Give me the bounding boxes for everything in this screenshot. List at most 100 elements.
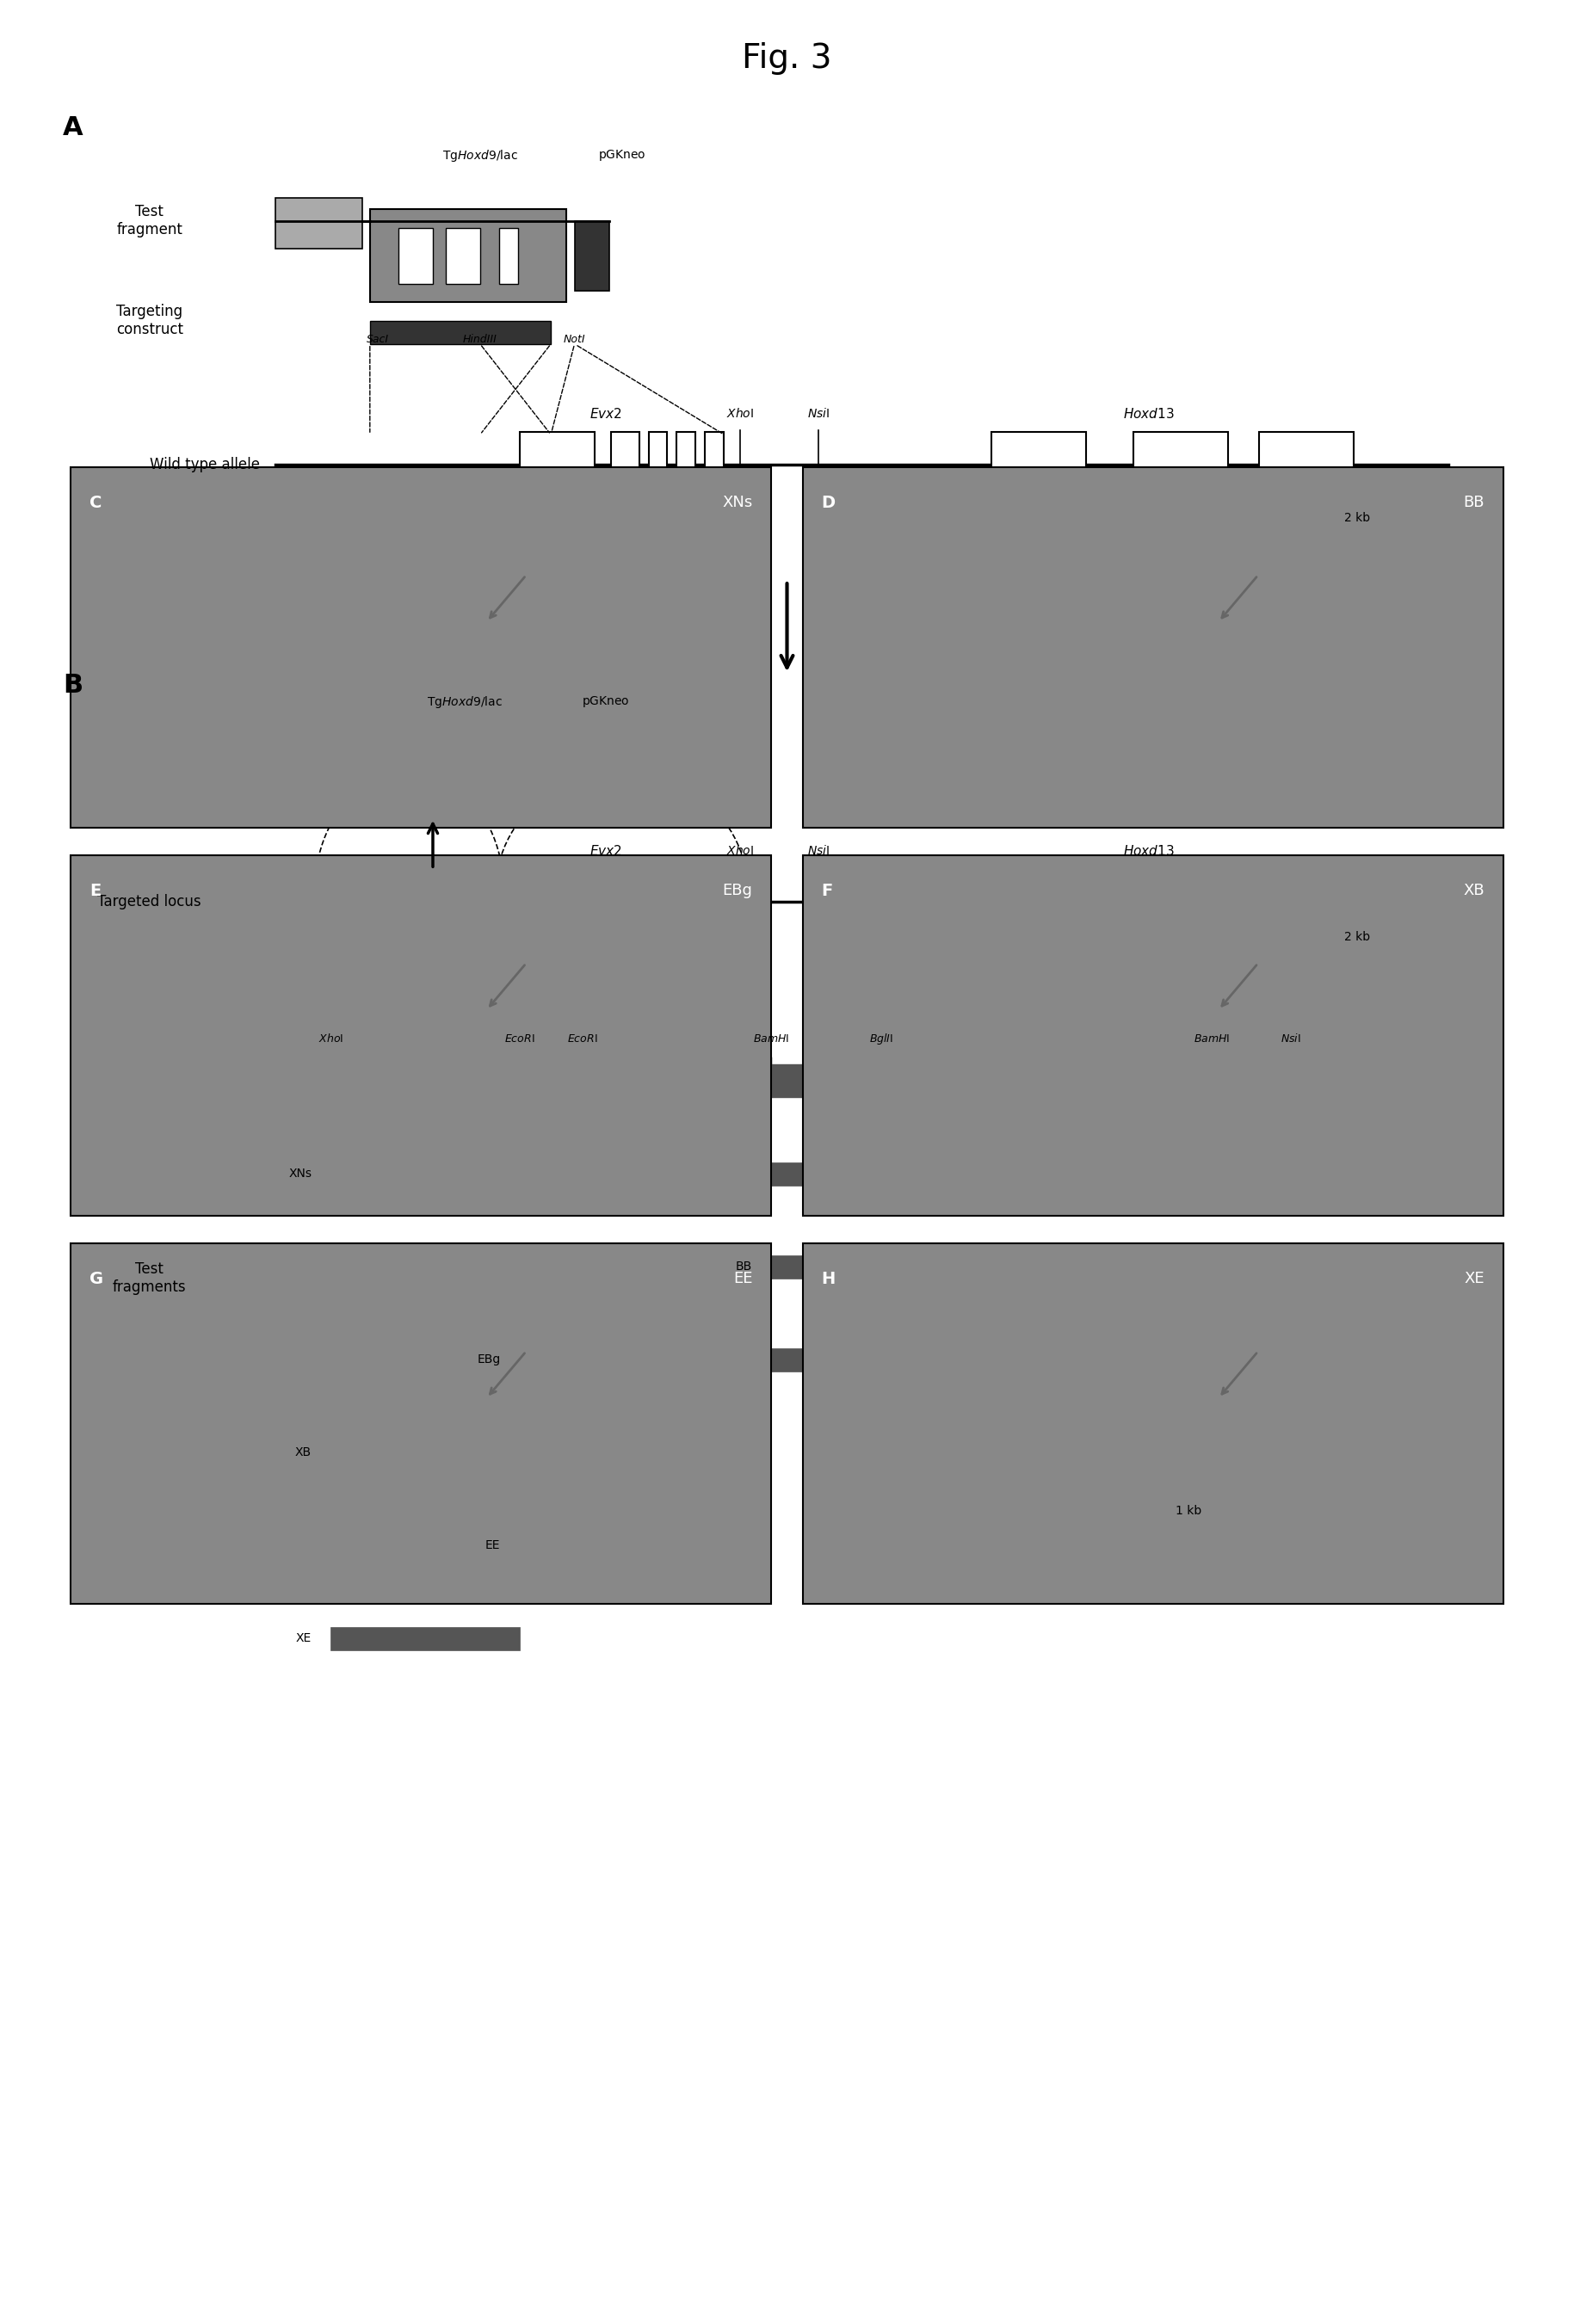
Bar <box>519 1534 582 1557</box>
Bar <box>1322 964 1393 983</box>
Text: $\it{Nsi}$I: $\it{Nsi}$I <box>807 407 829 421</box>
FancyBboxPatch shape <box>826 1278 1480 1569</box>
Bar <box>499 228 518 284</box>
Text: $\it{Evx2}$: $\it{Evx2}$ <box>590 407 622 421</box>
Text: HindIII: HindIII <box>463 335 497 344</box>
Text: D: D <box>822 495 836 511</box>
Text: XB: XB <box>1464 883 1484 899</box>
Bar <box>1133 869 1228 934</box>
Text: $\it{Evx2}$: $\it{Evx2}$ <box>590 844 622 858</box>
Bar <box>71 1243 771 1604</box>
Bar <box>519 1348 881 1371</box>
Bar <box>648 869 667 934</box>
Text: $\it{Hoxd13}$: $\it{Hoxd13}$ <box>1124 407 1174 421</box>
Bar <box>705 432 724 497</box>
Text: NotI: NotI <box>563 335 586 344</box>
Bar <box>370 725 567 818</box>
Text: $\it{BamH}$I: $\it{BamH}$I <box>752 1034 790 1043</box>
Bar <box>445 228 480 284</box>
Text: EE: EE <box>733 1271 752 1287</box>
Bar <box>1133 432 1228 497</box>
Text: $\it{Nsi}$I: $\it{Nsi}$I <box>1281 1032 1300 1046</box>
Bar <box>771 1255 1291 1278</box>
Text: E: E <box>90 883 101 899</box>
Text: Targeting
construct: Targeting construct <box>116 304 183 337</box>
Text: XB: XB <box>296 1446 312 1459</box>
Bar <box>398 228 433 284</box>
Text: H: H <box>822 1271 836 1287</box>
Bar <box>499 744 518 799</box>
Bar <box>1133 1534 1243 1557</box>
Text: Test
fragments: Test fragments <box>113 1262 186 1294</box>
Text: $\it{Nsi}$I: $\it{Nsi}$I <box>807 844 829 858</box>
Text: C: C <box>90 495 102 511</box>
Text: $\rm{pGKneo}$: $\rm{pGKneo}$ <box>582 695 630 709</box>
Bar <box>803 855 1503 1215</box>
Text: Targeted locus: Targeted locus <box>98 895 201 909</box>
Bar <box>71 467 771 827</box>
Text: $\it{Xho}$I: $\it{Xho}$I <box>318 1032 343 1046</box>
Bar <box>370 209 567 302</box>
Text: A: A <box>63 116 83 139</box>
Bar <box>803 1243 1503 1604</box>
Bar <box>370 321 551 344</box>
Text: $\it{EcoR}$I: $\it{EcoR}$I <box>504 1034 535 1043</box>
Text: Wild type allele: Wild type allele <box>150 458 260 472</box>
Bar <box>519 869 595 934</box>
Bar <box>677 432 696 497</box>
Bar <box>992 432 1086 497</box>
FancyBboxPatch shape <box>826 502 1480 792</box>
Text: 1 kb: 1 kb <box>1176 1504 1201 1518</box>
Bar <box>275 739 362 790</box>
Text: $\it{Xho}$I: $\it{Xho}$I <box>726 844 754 858</box>
Text: Fig. 3: Fig. 3 <box>741 42 833 74</box>
Bar <box>331 1162 1291 1185</box>
Bar <box>611 869 639 934</box>
Bar <box>445 744 480 799</box>
Text: 2 kb: 2 kb <box>1344 511 1369 525</box>
Text: F: F <box>822 883 833 899</box>
Text: XNs: XNs <box>288 1167 312 1181</box>
Text: $\it{BamH}$I: $\it{BamH}$I <box>1193 1034 1231 1043</box>
Bar <box>1259 869 1354 934</box>
Text: EE: EE <box>485 1538 501 1552</box>
Bar <box>275 198 362 249</box>
Bar <box>818 883 976 920</box>
FancyBboxPatch shape <box>94 1278 748 1569</box>
Text: G: G <box>90 1271 104 1287</box>
Text: XE: XE <box>1464 1271 1484 1287</box>
Bar <box>398 744 433 799</box>
FancyBboxPatch shape <box>826 890 1480 1181</box>
Bar <box>992 869 1086 934</box>
Text: $\it{Hoxd13}$: $\it{Hoxd13}$ <box>1124 844 1174 858</box>
Bar <box>519 432 595 497</box>
Text: Tg$\it{Hoxd9}$/lac: Tg$\it{Hoxd9}$/lac <box>427 695 502 709</box>
Text: B: B <box>63 674 83 697</box>
Bar <box>803 467 1503 827</box>
FancyBboxPatch shape <box>94 502 748 792</box>
Text: EBg: EBg <box>722 883 752 899</box>
Bar <box>677 869 696 934</box>
Text: BB: BB <box>1464 495 1484 511</box>
Bar <box>705 869 724 934</box>
Text: EBg: EBg <box>477 1353 501 1367</box>
Text: $\it{Xho}$I: $\it{Xho}$I <box>726 407 754 421</box>
Bar <box>648 432 667 497</box>
Bar <box>1322 546 1393 565</box>
Text: BB: BB <box>735 1260 752 1274</box>
Text: XE: XE <box>296 1631 312 1645</box>
Bar <box>611 432 639 497</box>
Text: XNs: XNs <box>722 495 752 511</box>
Text: $\it{BglI}$I: $\it{BglI}$I <box>869 1032 894 1046</box>
Bar <box>575 221 609 290</box>
Text: Test
fragment: Test fragment <box>116 205 183 237</box>
FancyBboxPatch shape <box>94 890 748 1181</box>
Bar <box>331 1441 771 1464</box>
Bar <box>331 1627 519 1650</box>
Text: Tg$\it{Hoxd9}$/lac: Tg$\it{Hoxd9}$/lac <box>442 149 518 163</box>
Text: 2 kb: 2 kb <box>1344 930 1369 944</box>
Text: SacI: SacI <box>367 335 389 344</box>
Text: $\rm{pGKneo}$: $\rm{pGKneo}$ <box>598 149 645 163</box>
Bar <box>1259 432 1354 497</box>
Bar <box>575 737 609 806</box>
